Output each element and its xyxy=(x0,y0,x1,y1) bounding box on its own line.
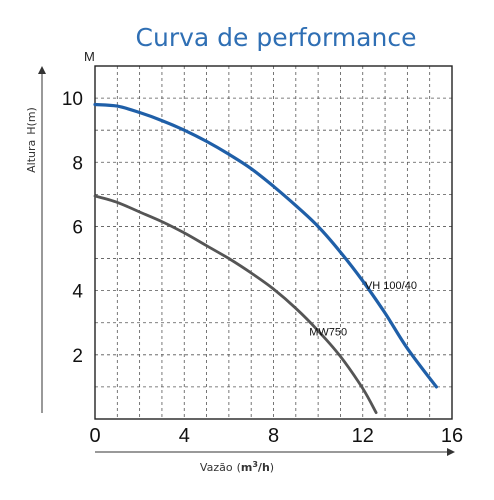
y-tick-label: 8 xyxy=(72,153,83,174)
y-tick-label: 2 xyxy=(72,346,83,367)
series-label: VH 100/40 xyxy=(365,280,417,292)
x-tick-label: 4 xyxy=(179,425,190,447)
y-axis-label: Altura H(m) xyxy=(25,107,38,173)
x-tick-label: 12 xyxy=(352,425,374,447)
series-line-vh-100-40 xyxy=(93,102,438,389)
x-tick-label: 0 xyxy=(89,425,100,447)
chart-title: Curva de performance xyxy=(136,23,417,52)
x-axis-label: Vazão (m3/h) xyxy=(200,460,274,474)
tick-labels: 0 4 8 12 16 2 4 6 8 10 xyxy=(62,89,463,447)
x-axis-label-unit-tail: /h xyxy=(258,461,270,474)
y-tick-label: 4 xyxy=(72,282,83,303)
grid xyxy=(95,66,452,419)
y-axis-arrow-icon xyxy=(38,66,46,74)
x-axis-label-name: Vazão xyxy=(200,461,233,474)
x-tick-label: 8 xyxy=(268,425,279,447)
x-axis-label-unit: m xyxy=(241,461,252,474)
y-tick-label: 6 xyxy=(72,217,83,238)
y-axis-label-unit: H(m) xyxy=(25,107,38,135)
y-axis-label-name: Altura xyxy=(25,140,38,173)
series-label: MW750 xyxy=(309,327,347,339)
series-line-mw750 xyxy=(93,194,378,414)
x-tick-label: 16 xyxy=(441,425,463,447)
y-axis-unit-label: M xyxy=(84,49,95,64)
series-lines: VH 100/40 MW750 xyxy=(93,102,438,414)
x-axis-label-unit-sup: 3 xyxy=(252,460,258,469)
plot-frame xyxy=(94,65,453,420)
y-tick-label: 10 xyxy=(62,89,83,110)
x-axis-arrow-icon xyxy=(447,448,455,456)
